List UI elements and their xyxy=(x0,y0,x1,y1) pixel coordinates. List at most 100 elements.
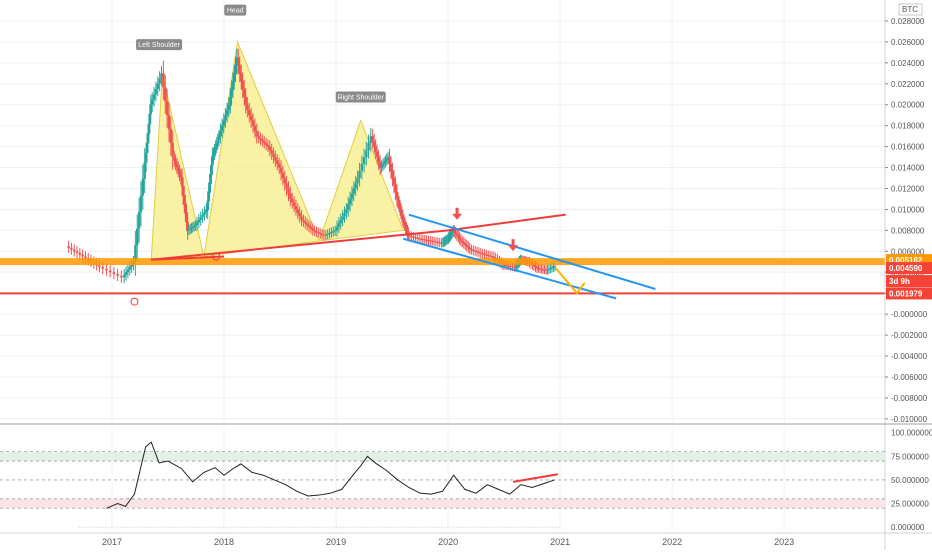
candle-body xyxy=(337,223,341,227)
left-shoulder-label-bg xyxy=(136,39,183,51)
candle-body xyxy=(537,268,540,270)
candle-body xyxy=(169,129,173,144)
candle-body xyxy=(322,234,326,236)
candle-body xyxy=(238,65,241,74)
currency-label: BTC xyxy=(902,5,918,14)
candle-body xyxy=(219,130,222,137)
candle-body xyxy=(124,272,128,275)
badge-red: 0.001979 xyxy=(889,289,923,298)
down-arrow-icon xyxy=(508,239,519,252)
candle-body xyxy=(98,265,101,268)
candle-body xyxy=(507,265,510,267)
candle-body xyxy=(443,240,447,242)
candle-body xyxy=(432,241,436,243)
candle-body xyxy=(403,222,406,226)
candle-body xyxy=(270,150,273,154)
candle-body xyxy=(307,225,311,227)
candle-body xyxy=(234,65,237,74)
candle-body xyxy=(347,204,350,210)
candle-body xyxy=(345,209,348,213)
projection-path xyxy=(554,267,586,295)
candle-body xyxy=(174,160,177,165)
candle-body xyxy=(130,264,133,268)
candle-body xyxy=(298,212,301,217)
candle-body xyxy=(320,233,324,235)
candle-body xyxy=(105,268,108,271)
candle-body xyxy=(300,216,303,220)
candle-body xyxy=(384,160,387,163)
price-tick-label: 0.024000 xyxy=(891,59,925,68)
right-shoulder-area xyxy=(318,118,404,242)
candle-body xyxy=(255,130,258,137)
pattern-labels: Left Shoulder Head Right Shoulder xyxy=(136,4,386,103)
candle-body xyxy=(302,219,305,222)
candle-body xyxy=(205,209,208,213)
badge-orange-bg xyxy=(886,254,932,267)
candle-body xyxy=(454,232,457,234)
candle-body xyxy=(543,269,546,271)
candle-body xyxy=(213,150,216,154)
candle-body xyxy=(203,212,206,215)
candle-body xyxy=(207,191,210,201)
candle-body xyxy=(468,247,471,250)
candle-body xyxy=(378,162,382,168)
candle-body xyxy=(330,232,333,234)
candle-body xyxy=(78,253,82,255)
candle-body xyxy=(544,269,548,271)
candle-body xyxy=(509,265,512,267)
candle-body xyxy=(180,178,184,187)
candle-body xyxy=(446,238,449,240)
candle-body xyxy=(375,151,379,158)
neckline-left xyxy=(151,255,225,261)
candle-body xyxy=(276,160,279,165)
candle-body xyxy=(447,237,450,239)
price-tick-label: -0.008000 xyxy=(891,394,928,403)
candle-body xyxy=(214,146,217,151)
candle-body xyxy=(81,254,84,257)
candle-body xyxy=(309,226,313,229)
candle-body xyxy=(175,164,179,168)
candle-body xyxy=(167,115,171,130)
candle-body xyxy=(400,212,404,217)
candle-body xyxy=(392,178,396,185)
candle-body xyxy=(513,266,516,268)
candle-body xyxy=(356,178,359,184)
rsi-tick-label: 0.000000 xyxy=(891,523,925,532)
candle-body xyxy=(427,240,430,242)
candle-body xyxy=(194,225,197,227)
candle-body xyxy=(141,178,145,196)
candle-body xyxy=(84,256,87,259)
price-axis: 0.028000 0.026000 0.024000 0.022000 0.020000… xyxy=(884,0,932,550)
candle-body xyxy=(208,183,211,192)
rsi-trendline xyxy=(512,473,559,483)
candle-body xyxy=(380,165,383,168)
candle-body xyxy=(195,222,199,226)
candle-body xyxy=(374,146,377,152)
time-tick-label: 2017 xyxy=(102,537,122,547)
candle-body xyxy=(417,238,421,240)
time-tick-label: 2022 xyxy=(662,537,682,547)
candle-body xyxy=(326,233,329,235)
candle-body xyxy=(241,81,244,90)
candle-body xyxy=(230,89,233,97)
candle-body xyxy=(156,83,159,90)
candle-body xyxy=(210,165,213,175)
price-tick-label: 0.028000 xyxy=(891,17,925,26)
candle-body xyxy=(404,225,407,228)
candle-body xyxy=(406,230,409,233)
time-tick-label: 2021 xyxy=(550,537,570,547)
candle-body xyxy=(206,200,209,210)
candle-body xyxy=(292,202,296,206)
candle-body xyxy=(350,193,354,199)
candle-body xyxy=(333,230,337,232)
candle-body xyxy=(416,237,419,239)
candle-body xyxy=(144,152,148,163)
rsi-pane: 100.000000 75.000000 50.000000 25.000000 0.0… xyxy=(0,429,932,532)
candle-body xyxy=(209,174,212,184)
time-tick-label: 2019 xyxy=(326,537,346,547)
candle-body xyxy=(535,267,539,269)
candle-body xyxy=(281,172,285,179)
marker-circle xyxy=(130,297,139,306)
candle-body xyxy=(229,96,232,105)
price-tick-label: 0.006000 xyxy=(891,247,925,256)
